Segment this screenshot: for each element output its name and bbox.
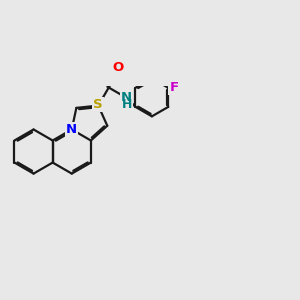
Text: F: F xyxy=(169,81,178,94)
Text: S: S xyxy=(94,98,103,111)
Text: O: O xyxy=(112,61,124,74)
Text: H: H xyxy=(122,98,132,111)
Text: N: N xyxy=(121,92,132,104)
Text: N: N xyxy=(66,123,77,136)
